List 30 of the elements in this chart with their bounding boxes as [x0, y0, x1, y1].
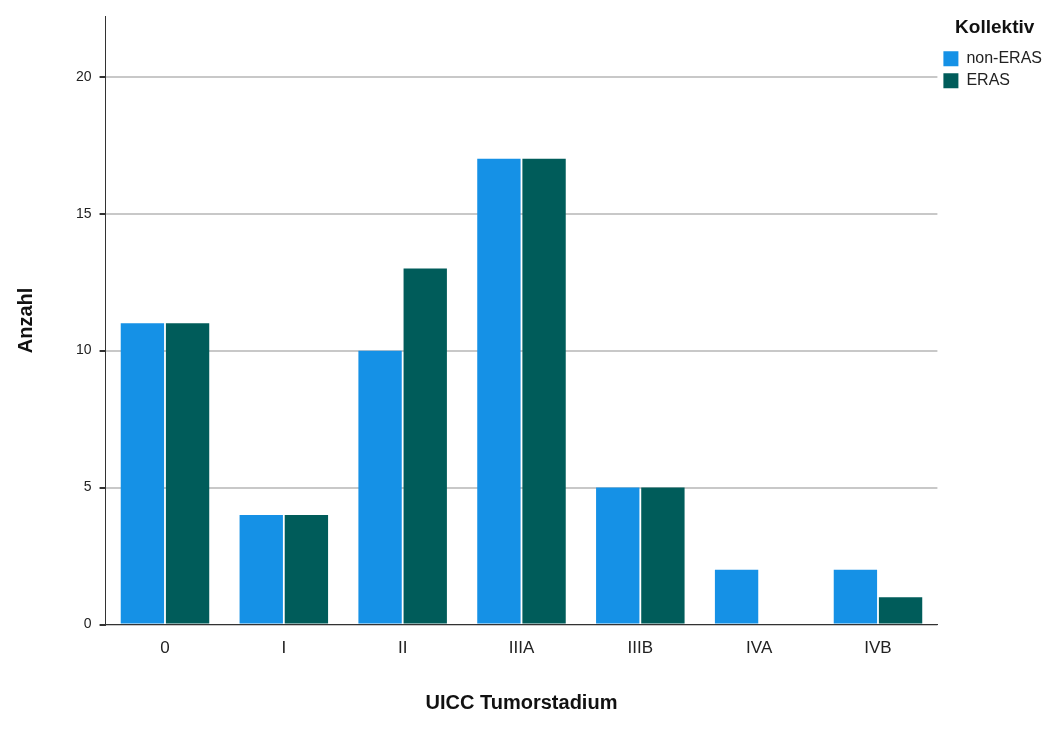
x-tick-label: II [397, 638, 408, 658]
y-tick-label: 5 [83, 478, 92, 495]
bar [641, 487, 685, 624]
y-tick-label: 15 [75, 204, 92, 221]
bar [522, 158, 566, 624]
legend-title: Kollektiv [955, 15, 1035, 37]
y-axis-title: Anzahl [13, 287, 36, 354]
bar [120, 323, 165, 624]
bar [358, 350, 402, 624]
bar [477, 158, 521, 624]
x-tick-label: 0 [160, 638, 170, 658]
bar [239, 515, 283, 624]
x-tick-label: IIIA [508, 638, 535, 658]
bar [833, 569, 878, 624]
bar [878, 597, 923, 624]
y-tick-label: 0 [83, 615, 92, 632]
x-axis-title: UICC Tumorstadium [425, 690, 618, 713]
bar [714, 569, 759, 624]
y-tick-label: 20 [75, 67, 92, 84]
bar [165, 323, 210, 624]
bar [284, 515, 329, 624]
x-tick-label: IVB [864, 638, 892, 658]
y-tick-label: 10 [75, 341, 92, 358]
legend-label: ERAS [966, 71, 1010, 89]
x-tick-label: I [281, 638, 287, 658]
x-tick-label: IIIB [627, 638, 654, 658]
bar [596, 487, 640, 624]
x-tick-label: IVA [746, 638, 773, 658]
legend-label: non-ERAS [966, 49, 1042, 67]
bar [403, 268, 447, 624]
